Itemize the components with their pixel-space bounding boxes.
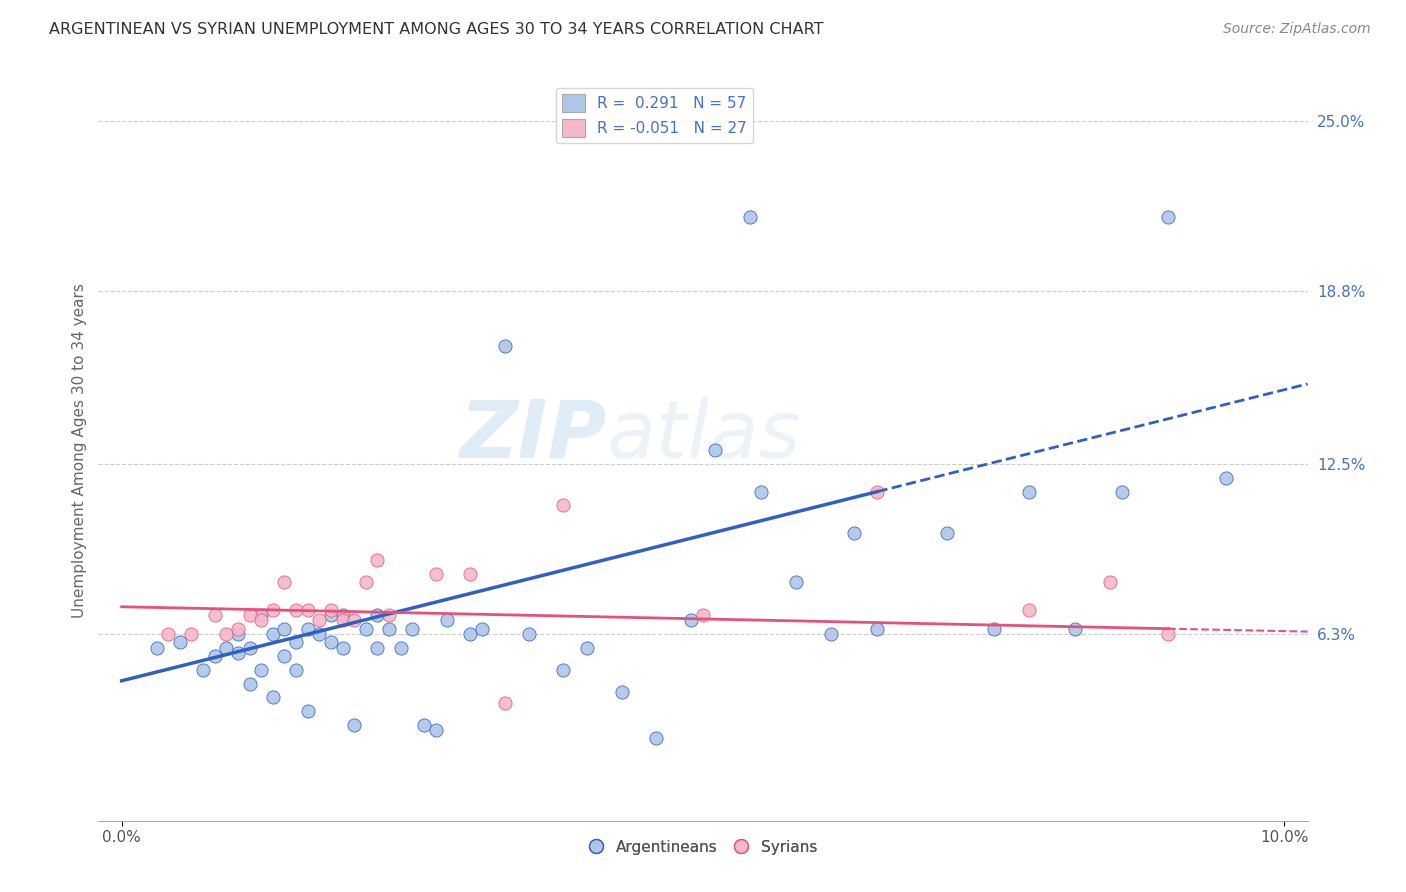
Point xyxy=(1157,627,1180,641)
Point xyxy=(226,622,249,636)
Point xyxy=(366,607,388,622)
Point xyxy=(366,640,388,655)
Point xyxy=(1018,602,1040,616)
Point xyxy=(273,649,295,664)
Point xyxy=(332,614,354,628)
Point xyxy=(436,614,458,628)
Text: atlas: atlas xyxy=(606,397,801,475)
Point xyxy=(319,607,342,622)
Point xyxy=(354,575,377,590)
Point xyxy=(844,525,866,540)
Point xyxy=(191,663,214,677)
Point xyxy=(366,553,388,567)
Point xyxy=(239,676,262,690)
Point xyxy=(703,443,725,458)
Point xyxy=(517,627,540,641)
Point xyxy=(332,607,354,622)
Point xyxy=(226,646,249,660)
Point xyxy=(866,622,889,636)
Point xyxy=(226,627,249,641)
Point xyxy=(610,685,633,699)
Point xyxy=(239,607,262,622)
Point xyxy=(378,607,401,622)
Point xyxy=(681,614,703,628)
Text: ZIP: ZIP xyxy=(458,397,606,475)
Point xyxy=(553,498,575,512)
Point xyxy=(1064,622,1087,636)
Point xyxy=(425,566,447,581)
Point xyxy=(1111,484,1133,499)
Point xyxy=(250,607,273,622)
Point xyxy=(332,640,354,655)
Point xyxy=(297,622,319,636)
Point xyxy=(285,635,308,649)
Point xyxy=(553,663,575,677)
Point xyxy=(343,614,366,628)
Point xyxy=(262,627,284,641)
Point xyxy=(413,717,436,731)
Point xyxy=(308,627,330,641)
Point xyxy=(297,704,319,718)
Point xyxy=(215,640,238,655)
Point xyxy=(425,723,447,738)
Point xyxy=(215,627,238,641)
Point xyxy=(250,663,273,677)
Point xyxy=(1018,484,1040,499)
Point xyxy=(401,622,423,636)
Point xyxy=(820,627,842,641)
Point xyxy=(180,627,202,641)
Point xyxy=(1157,211,1180,225)
Point xyxy=(785,575,807,590)
Point xyxy=(645,731,668,746)
Point xyxy=(169,635,191,649)
Point xyxy=(285,602,308,616)
Point xyxy=(308,614,330,628)
Point xyxy=(389,640,412,655)
Point xyxy=(319,602,342,616)
Point xyxy=(866,484,889,499)
Point xyxy=(262,602,284,616)
Y-axis label: Unemployment Among Ages 30 to 34 years: Unemployment Among Ages 30 to 34 years xyxy=(72,283,87,618)
Point xyxy=(204,649,226,664)
Point xyxy=(738,211,761,225)
Point xyxy=(471,622,494,636)
Point xyxy=(354,622,377,636)
Text: ARGENTINEAN VS SYRIAN UNEMPLOYMENT AMONG AGES 30 TO 34 YEARS CORRELATION CHART: ARGENTINEAN VS SYRIAN UNEMPLOYMENT AMONG… xyxy=(49,22,824,37)
Point xyxy=(494,696,516,710)
Point xyxy=(145,640,167,655)
Point xyxy=(1215,471,1237,485)
Point xyxy=(1098,575,1121,590)
Point xyxy=(157,627,180,641)
Point xyxy=(494,339,516,353)
Point xyxy=(378,622,401,636)
Point xyxy=(936,525,959,540)
Point xyxy=(460,627,482,641)
Point xyxy=(273,622,295,636)
Point xyxy=(204,607,226,622)
Point xyxy=(297,602,319,616)
Legend: Argentineans, Syrians: Argentineans, Syrians xyxy=(582,834,824,861)
Point xyxy=(250,614,273,628)
Point xyxy=(319,635,342,649)
Point xyxy=(460,566,482,581)
Point xyxy=(273,575,295,590)
Point xyxy=(749,484,772,499)
Point xyxy=(983,622,1005,636)
Point xyxy=(262,690,284,705)
Point xyxy=(343,717,366,731)
Point xyxy=(575,640,598,655)
Point xyxy=(239,640,262,655)
Point xyxy=(692,607,714,622)
Text: Source: ZipAtlas.com: Source: ZipAtlas.com xyxy=(1223,22,1371,37)
Point xyxy=(285,663,308,677)
